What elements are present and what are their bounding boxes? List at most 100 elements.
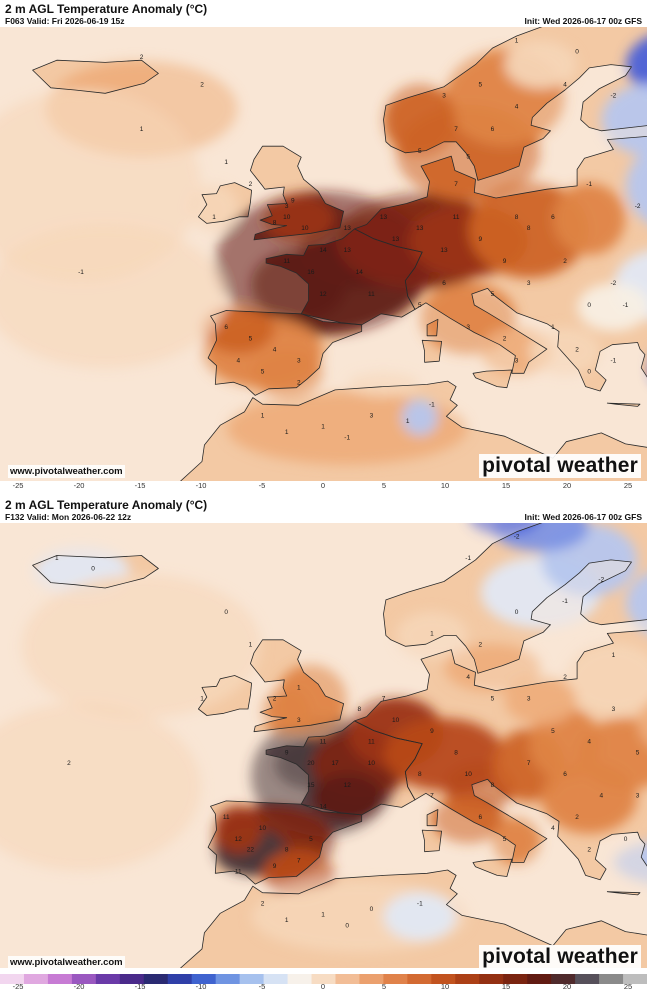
anomaly-value-label: 5 <box>309 836 313 843</box>
anomaly-value-label: 8 <box>418 771 422 778</box>
anomaly-value-label: -1 <box>623 302 629 309</box>
anomaly-value-label: 2 <box>563 674 567 681</box>
anomaly-value-label: 1 <box>612 652 616 659</box>
anomaly-value-label: 3 <box>636 793 640 800</box>
anomaly-value-label: 10 <box>392 717 400 724</box>
coastlines <box>32 27 647 481</box>
anomaly-value-label: 1 <box>430 631 434 638</box>
colorbar-tick-label: 0 <box>320 481 326 490</box>
anomaly-value-label: 3 <box>527 695 531 702</box>
anomaly-value-label: 6 <box>442 280 446 287</box>
anomaly-value-label: 3 <box>612 706 616 713</box>
anomaly-value-label: 5 <box>503 836 507 843</box>
anomaly-value-label: -1 <box>562 598 568 605</box>
anomaly-value-label: 5 <box>418 302 422 309</box>
anomaly-map[interactable]: 0 1 0 1 1 2 1 2 3 11 9 20 17 15 12 14 10 11 10 8 7 9 8 10 8 7 5 5 4 3… <box>0 523 647 968</box>
anomaly-value-label: 6 <box>551 214 555 221</box>
valid-time: F132 Valid: Mon 2026-06-22 12z <box>5 512 132 522</box>
colorbar-tick-label: -15 <box>134 982 146 991</box>
anomaly-value-label: 3 <box>297 717 301 724</box>
colorbar: -25 -20 -15 -10 -5 0 5 10 15 20 25 <box>0 971 647 992</box>
anomaly-value-label: 2 <box>273 695 277 702</box>
anomaly-value-label: 1 <box>261 412 265 419</box>
anomaly-value-label: 22 <box>247 847 255 854</box>
brand-logo: pivotal weather <box>479 945 641 969</box>
anomaly-value-label: 6 <box>224 324 228 331</box>
anomaly-value-label: -1 <box>78 269 84 276</box>
panel-title: 2 m AGL Temperature Anomaly (°C) <box>5 2 208 16</box>
anomaly-value-label: 7 <box>430 793 434 800</box>
anomaly-value-label: 1 <box>406 418 410 425</box>
anomaly-value-label: 3 <box>297 357 301 364</box>
anomaly-value-label: 9 <box>503 258 507 265</box>
anomaly-value-label: 1 <box>140 126 144 133</box>
colorbar-tick-label: 5 <box>381 481 387 490</box>
anomaly-value-label: 8 <box>491 782 495 789</box>
anomaly-value-label: 11 <box>235 868 242 875</box>
anomaly-value-label: -1 <box>611 357 617 364</box>
anomaly-map[interactable]: 2 2 1 1 2 3 -1 1 10 9 10 8 13 13 14 16 11 13 14 12 11 13 13 13 1… <box>0 27 647 481</box>
map-panel-bottom: 2 m AGL Temperature Anomaly (°C) F132 Va… <box>0 496 647 1000</box>
brand-logo: pivotal weather <box>479 454 641 478</box>
anomaly-value-label: 4 <box>551 825 555 832</box>
colorbar-tick-label: 10 <box>440 982 450 991</box>
colorbar-ticks: -25 -20 -15 -10 -5 0 5 10 15 20 25 <box>0 481 647 491</box>
colorbar-tick-label: -25 <box>12 481 24 490</box>
anomaly-value-label: 9 <box>478 236 482 243</box>
anomaly-value-label: -2 <box>514 533 520 540</box>
website-watermark: www.pivotalweather.com <box>8 465 125 478</box>
anomaly-value-label: 2 <box>575 814 579 821</box>
anomaly-value-label: 7 <box>454 126 458 133</box>
anomaly-value-label: -1 <box>417 901 423 908</box>
anomaly-value-label: 3 <box>442 93 446 100</box>
init-time: Init: Wed 2026-06-17 00z GFS <box>524 512 642 522</box>
anomaly-value-label: -1 <box>344 435 350 442</box>
anomaly-value-label: 5 <box>418 148 422 155</box>
anomaly-value-label: 10 <box>465 771 473 778</box>
anomaly-value-label: 7 <box>382 695 386 702</box>
anomaly-value-label: 17 <box>331 760 339 767</box>
anomaly-value-label: 8 <box>527 225 531 232</box>
colorbar-tick-label: -15 <box>134 481 146 490</box>
anomaly-value-label: 4 <box>599 793 603 800</box>
anomaly-value-label: 13 <box>392 236 400 243</box>
colorbar-ticks: -25 -20 -15 -10 -5 0 5 10 15 20 25 <box>0 982 647 992</box>
anomaly-value-label: 4 <box>236 357 240 364</box>
anomaly-value-label: 5 <box>551 728 555 735</box>
anomaly-value-label: 4 <box>587 739 591 746</box>
anomaly-value-label: 1 <box>321 912 325 919</box>
anomaly-value-label: 1 <box>551 324 555 331</box>
anomaly-value-label: 2 <box>297 379 301 386</box>
anomaly-value-label: 4 <box>563 82 567 89</box>
anomaly-value-label: 3 <box>466 324 470 331</box>
anomaly-value-label: 14 <box>319 247 327 254</box>
anomaly-value-label: 8 <box>515 214 519 221</box>
anomaly-value-label: 2 <box>261 901 265 908</box>
anomaly-value-label: 1 <box>285 429 289 436</box>
anomaly-value-label: 7 <box>527 760 531 767</box>
anomaly-value-label: 15 <box>307 782 315 789</box>
anomaly-value-label: 2 <box>575 346 579 353</box>
anomaly-value-label: 0 <box>91 566 95 573</box>
anomaly-value-label: 10 <box>259 825 267 832</box>
anomaly-value-label: 13 <box>344 247 352 254</box>
colorbar-tick-label: 25 <box>623 982 633 991</box>
anomaly-value-label: 0 <box>575 49 579 56</box>
anomaly-value-label: 4 <box>273 346 277 353</box>
anomaly-value-label: 5 <box>636 749 640 756</box>
anomaly-value-label: 11 <box>453 214 460 221</box>
anomaly-value-label: 13 <box>380 214 388 221</box>
anomaly-value-label: 5 <box>261 368 265 375</box>
map-panel-top: 2 m AGL Temperature Anomaly (°C) F063 Va… <box>0 0 647 496</box>
colorbar-tick-label: 15 <box>501 481 511 490</box>
anomaly-value-label: 20 <box>307 760 315 767</box>
anomaly-value-label: 7 <box>454 181 458 188</box>
valid-time: F063 Valid: Fri 2026-06-19 15z <box>5 16 125 26</box>
anomaly-value-label: 5 <box>466 153 470 160</box>
anomaly-value-label: -1 <box>429 401 435 408</box>
anomaly-value-label: 13 <box>344 225 352 232</box>
anomaly-value-label: 14 <box>356 269 364 276</box>
anomaly-value-label: 1 <box>285 917 289 924</box>
website-watermark: www.pivotalweather.com <box>8 956 125 969</box>
